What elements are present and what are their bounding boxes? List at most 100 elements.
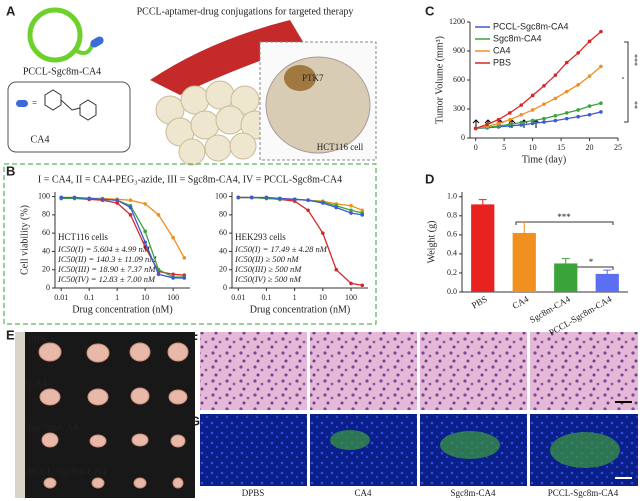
- x-tick-label: 10: [319, 293, 327, 302]
- panel-label: D: [425, 171, 434, 186]
- ruler: [15, 332, 25, 498]
- data-point: [519, 103, 524, 107]
- panel-label: A: [6, 3, 16, 18]
- cell: [265, 56, 371, 154]
- x-tick-label: 100: [167, 293, 179, 302]
- legend-label: Sgc8m-CA4: [493, 33, 542, 43]
- he-image: [310, 332, 417, 410]
- column-label: DPBS: [242, 488, 265, 498]
- fluorescence-image: [200, 414, 307, 486]
- y-tick-label: 0.2: [447, 268, 457, 277]
- data-point: [576, 108, 580, 112]
- cell-line-label: HEK293 cells: [235, 232, 286, 242]
- linker: [73, 44, 94, 56]
- y-tick-label: 900: [453, 46, 465, 55]
- significance-bracket: [622, 41, 629, 123]
- structure-box: [7, 81, 131, 153]
- panel-a: PCCL-aptamer-drug conjugations for targe…: [7, 6, 377, 166]
- bar: [512, 232, 536, 292]
- data-point: [360, 213, 365, 217]
- y-tick-label: 40: [42, 246, 50, 255]
- drug-capsule: [90, 36, 104, 48]
- data-point: [496, 121, 501, 126]
- data-point: [564, 116, 569, 121]
- y-tick-label: 0: [461, 133, 465, 142]
- data-point: [576, 83, 580, 87]
- x-axis-label: Drug concentration (nM): [250, 304, 351, 315]
- data-point: [306, 208, 310, 213]
- x-tick-label: 10: [529, 143, 537, 152]
- column-label: CA4: [354, 488, 372, 498]
- data-point: [182, 256, 187, 260]
- significance: *: [589, 257, 594, 267]
- data-point: [171, 272, 175, 277]
- chem-structure: [44, 89, 97, 121]
- y-tick-label: 40: [219, 246, 227, 255]
- data-point: [349, 208, 353, 213]
- data-point: [360, 208, 365, 213]
- data-point: [564, 89, 569, 94]
- data-point: [542, 116, 546, 121]
- data-point: [496, 117, 501, 122]
- data-point: [321, 201, 325, 205]
- x-tick-label: 0.1: [261, 293, 271, 302]
- data-point: [485, 122, 489, 127]
- receptor-label: PTK7: [302, 73, 324, 83]
- data-point: [587, 104, 592, 108]
- ic50-label: IC50(II) = 140.3 ± 11.09 nM: [57, 254, 157, 264]
- data-point: [171, 276, 175, 280]
- data-point: [564, 111, 569, 115]
- panel-label: C: [425, 3, 435, 18]
- y-tick-label: 100: [38, 191, 50, 200]
- data-point: [72, 195, 77, 200]
- y-tick-label: 80: [219, 210, 227, 219]
- fluorescence-image: [310, 414, 417, 486]
- series-line: [475, 65, 602, 129]
- data-point: [87, 196, 91, 201]
- row-label: Sgc8m-CA4: [28, 422, 78, 433]
- panel-label: E: [6, 327, 15, 342]
- data-point: [508, 111, 512, 115]
- data-point: [143, 240, 147, 245]
- x-tick-label: 0.01: [54, 293, 68, 302]
- ic50-label: IC50(III) ≥ 500 nM: [234, 264, 302, 274]
- y-tick-label: 60: [219, 228, 227, 237]
- data-point: [349, 281, 353, 286]
- series-line: [61, 196, 185, 279]
- data-point: [587, 39, 592, 44]
- ic50-label: IC50(III) = 18.90 ± 7.37 nM: [57, 264, 156, 274]
- panel-b-frame: [3, 163, 377, 325]
- row-label: CA4: [28, 378, 47, 389]
- x-tick-label: 100: [345, 293, 357, 302]
- x-tick-label: 20: [586, 143, 594, 152]
- y-tick-label: 20: [219, 265, 227, 274]
- y-tick-label: 600: [453, 75, 465, 84]
- he-image: [530, 332, 638, 410]
- panel-fg: [200, 332, 638, 486]
- data-point: [156, 213, 161, 217]
- data-point: [508, 117, 512, 122]
- data-point: [508, 122, 512, 127]
- y-tick-label: 300: [453, 104, 465, 113]
- data-point: [171, 235, 175, 240]
- data-point: [306, 198, 310, 203]
- significance: **: [630, 101, 639, 109]
- data-point: [519, 120, 524, 125]
- x-tick-label: 0.1: [84, 293, 94, 302]
- data-point: [519, 113, 524, 117]
- data-point: [128, 198, 133, 203]
- data-point: [599, 29, 603, 34]
- data-point: [599, 64, 603, 69]
- error-bar: [478, 199, 487, 210]
- y-axis-label: Cell viability (%): [19, 205, 30, 275]
- legend-label: PBS: [493, 57, 511, 67]
- data-point: [576, 51, 580, 55]
- ic50-label: IC50(I) = 17.49 ± 4.28 nM: [234, 244, 328, 254]
- error-bar: [520, 221, 529, 245]
- x-tick-label: 0.01: [231, 293, 245, 302]
- data-point: [542, 84, 546, 88]
- data-point: [128, 205, 133, 210]
- row-label: PCCL-Sgc8m-CA4: [28, 466, 106, 477]
- bar: [471, 204, 495, 292]
- data-point: [59, 195, 64, 200]
